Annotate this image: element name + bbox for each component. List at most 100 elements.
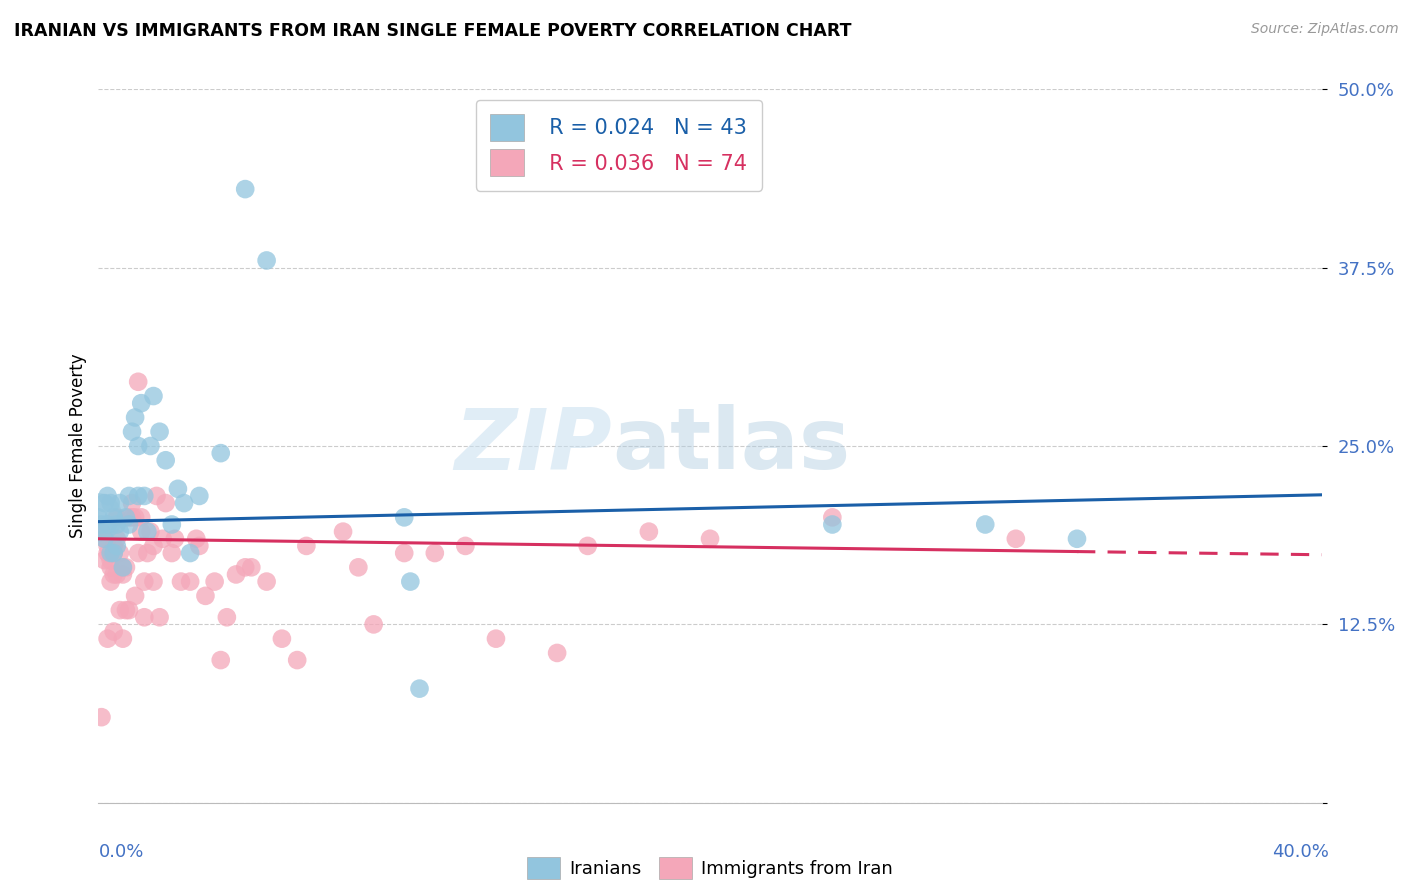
Point: [97, 632, 120, 646]
Point: [179, 546, 201, 560]
Point: [111, 560, 134, 574]
Point: [204, 574, 226, 589]
Point: [399, 574, 422, 589]
Point: [129, 396, 152, 410]
Point: [108, 603, 131, 617]
Point: [124, 510, 146, 524]
Point: [97, 489, 120, 503]
Point: [155, 453, 177, 467]
Point: [225, 567, 247, 582]
Point: [108, 496, 131, 510]
Point: [188, 489, 211, 503]
Point: [136, 524, 159, 539]
Point: [134, 610, 156, 624]
Point: [124, 589, 146, 603]
Text: 0.0%: 0.0%: [98, 843, 143, 861]
Point: [149, 610, 172, 624]
Point: [127, 546, 149, 560]
Point: [170, 574, 193, 589]
Point: [97, 517, 120, 532]
Point: [97, 539, 120, 553]
Point: [145, 489, 167, 503]
Point: [142, 574, 165, 589]
Point: [93, 532, 115, 546]
Point: [139, 439, 162, 453]
Point: [699, 532, 721, 546]
Point: [139, 524, 162, 539]
Point: [121, 496, 143, 510]
Point: [295, 539, 318, 553]
Point: [152, 532, 174, 546]
Point: [167, 482, 190, 496]
Point: [256, 253, 278, 268]
Point: [209, 653, 232, 667]
Point: [155, 496, 177, 510]
Point: [115, 560, 138, 574]
Point: [100, 560, 122, 574]
Point: [179, 574, 201, 589]
Point: [160, 517, 183, 532]
Legend: Iranians, Immigrants from Iran: Iranians, Immigrants from Iran: [520, 850, 900, 887]
Point: [392, 546, 416, 560]
Point: [97, 546, 120, 560]
Point: [103, 624, 125, 639]
Point: [821, 517, 844, 532]
Point: [423, 546, 446, 560]
Point: [124, 410, 146, 425]
Point: [103, 546, 125, 560]
Text: Source: ZipAtlas.com: Source: ZipAtlas.com: [1251, 22, 1399, 37]
Text: atlas: atlas: [612, 404, 851, 488]
Point: [103, 539, 125, 553]
Point: [215, 610, 238, 624]
Point: [87, 510, 110, 524]
Point: [347, 560, 370, 574]
Point: [127, 489, 149, 503]
Point: [134, 489, 156, 503]
Point: [111, 632, 134, 646]
Point: [637, 524, 661, 539]
Point: [111, 560, 134, 574]
Point: [105, 517, 128, 532]
Point: [186, 532, 208, 546]
Point: [173, 496, 195, 510]
Point: [142, 389, 165, 403]
Point: [485, 632, 508, 646]
Point: [194, 589, 217, 603]
Point: [1066, 532, 1088, 546]
Point: [108, 546, 131, 560]
Point: [129, 524, 152, 539]
Text: 40.0%: 40.0%: [1272, 843, 1329, 861]
Y-axis label: Single Female Poverty: Single Female Poverty: [69, 354, 87, 538]
Point: [118, 489, 141, 503]
Point: [576, 539, 599, 553]
Text: IRANIAN VS IMMIGRANTS FROM IRAN SINGLE FEMALE POVERTY CORRELATION CHART: IRANIAN VS IMMIGRANTS FROM IRAN SINGLE F…: [14, 22, 852, 40]
Point: [103, 567, 125, 582]
Point: [136, 546, 159, 560]
Point: [134, 574, 156, 589]
Point: [209, 446, 232, 460]
Point: [821, 510, 844, 524]
Point: [105, 567, 128, 582]
Point: [233, 182, 256, 196]
Point: [111, 567, 134, 582]
Point: [392, 510, 416, 524]
Point: [1004, 532, 1026, 546]
Point: [160, 546, 183, 560]
Point: [129, 510, 152, 524]
Point: [974, 517, 997, 532]
Point: [115, 510, 138, 524]
Point: [105, 510, 128, 524]
Point: [100, 553, 122, 567]
Point: [285, 653, 308, 667]
Point: [233, 560, 256, 574]
Point: [90, 524, 112, 539]
Point: [363, 617, 385, 632]
Point: [163, 532, 186, 546]
Point: [546, 646, 568, 660]
Point: [103, 546, 125, 560]
Point: [149, 425, 172, 439]
Point: [270, 632, 292, 646]
Point: [90, 517, 112, 532]
Point: [454, 539, 477, 553]
Point: [100, 496, 122, 510]
